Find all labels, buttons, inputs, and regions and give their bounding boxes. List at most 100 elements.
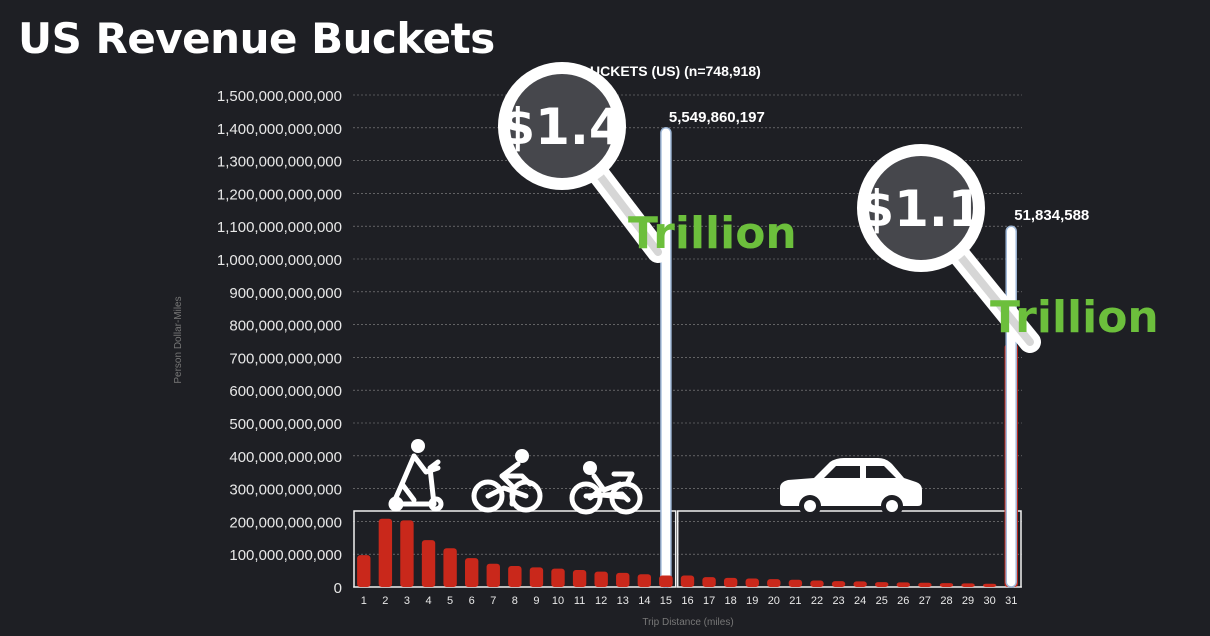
x-tick-label: 28 <box>940 595 952 607</box>
x-tick-label: 18 <box>725 595 737 607</box>
x-tick-label: 30 <box>984 595 996 607</box>
x-tick-label: 10 <box>552 595 564 607</box>
x-tick-label: 13 <box>617 595 629 607</box>
bar <box>702 577 716 587</box>
motorbike-icon <box>569 461 643 515</box>
callout-amount: $1.1 <box>859 180 982 238</box>
bicycle-icon <box>471 449 543 513</box>
x-tick-label: 19 <box>746 595 758 607</box>
bar <box>486 563 500 587</box>
bar <box>378 518 393 587</box>
x-tick-label: 20 <box>768 595 780 607</box>
y-tick-label: 200,000,000,000 <box>229 514 342 531</box>
y-tick-label: 900,000,000,000 <box>229 285 342 302</box>
x-tick-label: 26 <box>897 595 909 607</box>
x-tick-label: 2 <box>382 595 388 607</box>
bar <box>637 574 652 587</box>
x-tick-label: 15 <box>660 595 672 607</box>
cumulative-bar-label: 5,549,860,197 <box>669 109 765 126</box>
magnifier-lens <box>498 62 626 190</box>
y-axis-label: Person Dollar-Miles <box>173 296 184 383</box>
bar <box>745 578 759 587</box>
x-tick-label: 3 <box>404 595 410 607</box>
bar <box>465 558 479 587</box>
bar <box>616 572 630 587</box>
x-tick-label: 5 <box>447 595 453 607</box>
bar <box>680 575 695 587</box>
bar <box>939 583 954 587</box>
bar <box>508 566 522 587</box>
cumulative-bar <box>660 127 672 588</box>
bar <box>357 555 371 587</box>
y-tick-label: 700,000,000,000 <box>229 350 342 367</box>
y-tick-label: 100,000,000,000 <box>229 547 342 564</box>
cumulative-bar <box>1005 225 1017 588</box>
bar <box>594 571 608 587</box>
car-icon <box>780 458 922 517</box>
x-tick-label: 8 <box>512 595 518 607</box>
callout-amount: $1.4 <box>500 98 623 156</box>
x-tick-label: 25 <box>876 595 888 607</box>
y-tick-label: 800,000,000,000 <box>229 318 342 335</box>
y-tick-label: 1,000,000,000,000 <box>217 252 342 269</box>
bar <box>659 575 673 587</box>
bar <box>961 583 975 587</box>
bar <box>831 581 846 587</box>
vehicle-icons <box>388 439 922 517</box>
magnifier-lens <box>857 144 985 272</box>
y-tick-label: 500,000,000,000 <box>229 416 342 433</box>
data-labels: 5,549,860,197 51,834,588 <box>669 109 1089 224</box>
x-tick-label: 14 <box>638 595 650 607</box>
x-tick-label: 21 <box>789 595 801 607</box>
x-axis-label: Trip Distance (miles) <box>642 617 733 628</box>
x-tick-label: 4 <box>425 595 431 607</box>
magnifier-callout: $1.4 Trillion <box>498 62 797 263</box>
bar <box>572 569 587 587</box>
x-tick-label: 22 <box>811 595 823 607</box>
x-tick-label: 12 <box>595 595 607 607</box>
x-tick-labels: 1 2 3 4 5 6 7 8 9 10 11 12 13 14 15 16 17 18 19 20 21 22 23 24 2… <box>361 595 1018 607</box>
callout-unit: Trillion <box>990 292 1159 343</box>
bar <box>400 520 414 587</box>
x-tick-label: 24 <box>854 595 866 607</box>
callout-unit: Trillion <box>628 208 797 259</box>
bar <box>982 583 997 587</box>
x-tick-label: 23 <box>832 595 844 607</box>
magnifier-handle-inner <box>593 168 662 256</box>
y-tick-label: 1,400,000,000,000 <box>217 121 342 138</box>
group-box <box>676 510 1022 588</box>
x-tick-label: 31 <box>1005 595 1017 607</box>
y-tick-label: 1,300,000,000,000 <box>217 154 342 171</box>
x-tick-label: 1 <box>361 595 367 607</box>
bar <box>875 582 889 587</box>
bar <box>767 579 781 587</box>
y-tick-label: 1,500,000,000,000 <box>217 88 342 105</box>
bar <box>810 580 824 587</box>
y-tick-label: 1,100,000,000,000 <box>217 219 342 236</box>
x-tick-label: 7 <box>490 595 496 607</box>
x-tick-label: 9 <box>533 595 539 607</box>
magnifier-callouts: $1.4 Trillion $1.1 Trillion <box>498 62 1159 353</box>
y-tick-label: 0 <box>334 580 342 597</box>
x-tick-label: 29 <box>962 595 974 607</box>
x-tick-label: 11 <box>574 595 585 607</box>
magnifier-callout: $1.1 Trillion <box>857 144 1159 353</box>
bar <box>788 579 803 587</box>
bar <box>918 582 932 587</box>
slide-title: US Revenue Buckets <box>18 14 495 63</box>
magnifier-handle-inner <box>953 248 1034 346</box>
y-tick-labels: 0 100,000,000,000 200,000,000,000 300,000,0… <box>217 88 342 597</box>
bar <box>421 540 436 587</box>
y-tick-label: 1,200,000,000,000 <box>217 186 342 203</box>
bar <box>529 567 544 587</box>
scooter-icon <box>388 439 444 512</box>
x-tick-label: 17 <box>703 595 715 607</box>
bar <box>443 548 457 587</box>
y-tick-label: 400,000,000,000 <box>229 449 342 466</box>
x-tick-label: 16 <box>681 595 693 607</box>
x-tick-label: 6 <box>469 595 475 607</box>
x-tick-label: 27 <box>919 595 931 607</box>
cumulative-bar-label: 51,834,588 <box>1014 207 1089 224</box>
bar <box>896 582 910 587</box>
